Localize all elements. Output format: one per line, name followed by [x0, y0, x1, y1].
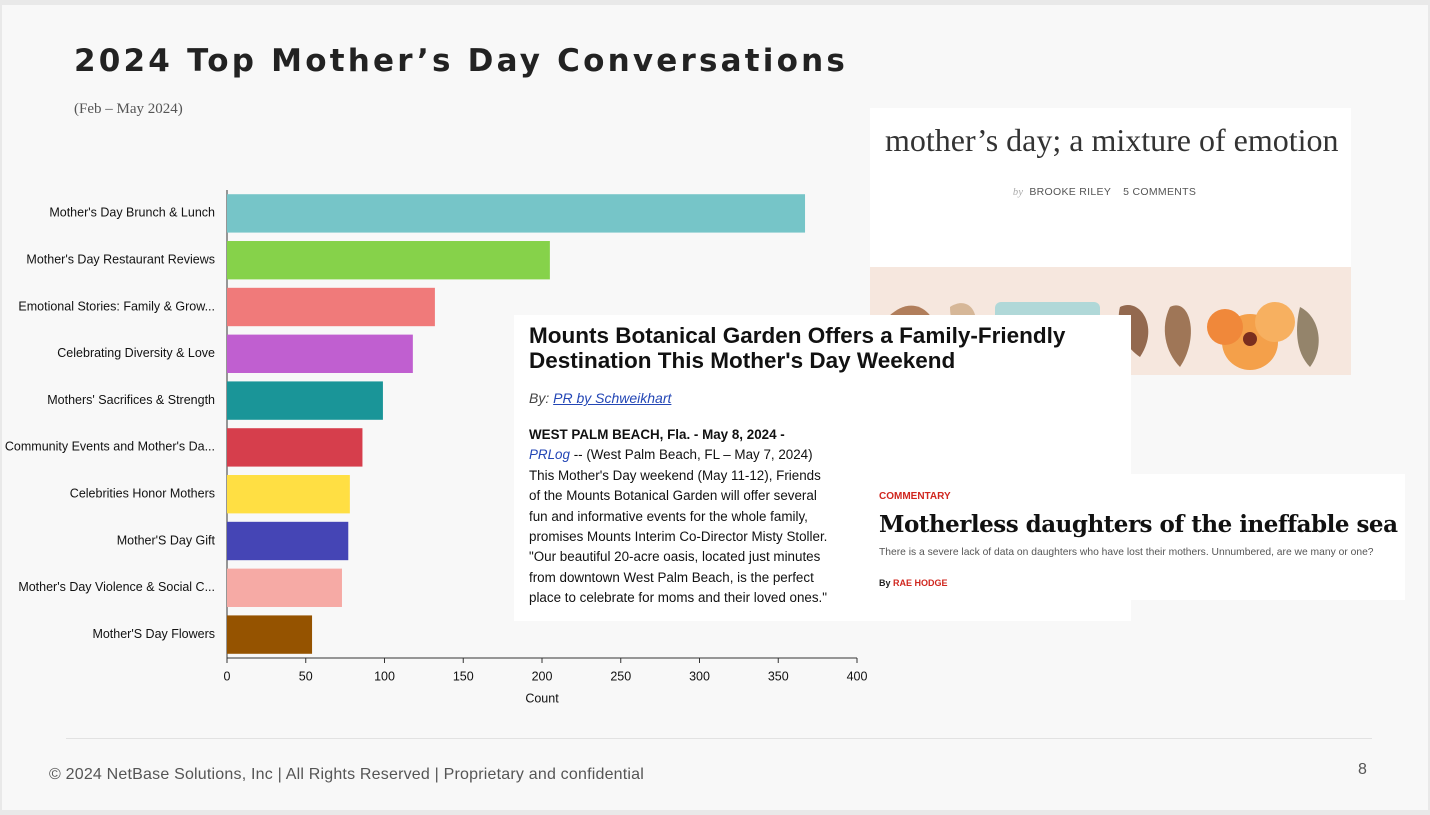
- x-tick-label: 350: [768, 669, 789, 683]
- by: By: [879, 578, 891, 588]
- subtitle: (Feb – May 2024): [74, 101, 183, 117]
- y-tick-label: Community Events and Mother's Da...: [5, 440, 215, 454]
- article-headline: Mounts Botanical Garden Offers a Family-…: [529, 323, 1065, 373]
- body-line: from downtown West Palm Beach, is the pe…: [529, 569, 814, 585]
- x-tick-label: 200: [532, 669, 553, 683]
- author: RAE HODGE: [893, 578, 948, 588]
- y-tick-label: Mother's Day Brunch & Lunch: [49, 206, 215, 220]
- page-number: 8: [1358, 761, 1367, 778]
- x-tick-label: 50: [299, 669, 313, 683]
- x-tick-label: 100: [374, 669, 395, 683]
- y-tick-label: Mother'S Day Flowers: [92, 627, 215, 641]
- article-headline: Motherless daughters of the ineffable se…: [879, 511, 1398, 538]
- x-axis-label: Count: [525, 691, 559, 705]
- bar: [227, 428, 363, 467]
- body-line: "Our beautiful 20-acre oasis, located ju…: [529, 549, 821, 565]
- x-tick-label: 300: [689, 669, 710, 683]
- bar: [227, 475, 350, 514]
- article-card: COMMENTARY Motherless daughters of the i…: [870, 474, 1405, 600]
- y-tick-label: Mothers' Sacrifices & Strength: [47, 393, 215, 407]
- footer-rule: [66, 738, 1372, 739]
- dateline: WEST PALM BEACH, Fla. - May 8, 2024 -: [529, 427, 785, 442]
- y-tick-label: Celebrities Honor Mothers: [70, 486, 215, 500]
- source: PRLog: [529, 447, 570, 463]
- author-link[interactable]: PR by Schweikhart: [553, 390, 672, 406]
- headline-line: Destination This Mother's Day Weekend: [529, 348, 956, 373]
- byline: By RAE HODGE: [879, 578, 948, 588]
- article-header: mother’s day; a mixture of emotion by BRO…: [870, 108, 1351, 267]
- y-tick-label: Emotional Stories: Family & Grow...: [18, 299, 215, 313]
- article-headline: mother’s day; a mixture of emotion: [885, 122, 1339, 158]
- dek: There is a severe lack of data on daught…: [879, 547, 1374, 558]
- bar: [227, 287, 435, 327]
- x-tick-label: 0: [224, 669, 231, 683]
- body-line: of the Mounts Botanical Garden will offe…: [529, 488, 817, 504]
- bar: [227, 194, 806, 233]
- x-tick-label: 150: [453, 669, 474, 683]
- headline-line: Mounts Botanical Garden Offers a Family-…: [529, 323, 1066, 348]
- body-lines: This Mother's Day weekend (May 11-12), F…: [529, 466, 827, 609]
- body-line: promises Mounts Interim Co-Director Mist…: [529, 529, 828, 545]
- comments: 5 COMMENTS: [1123, 186, 1197, 198]
- y-tick-label: Celebrating Diversity & Love: [57, 346, 215, 360]
- source-rest: -- (West Palm Beach, FL – May 7, 2024): [573, 447, 813, 463]
- bar: [227, 381, 383, 420]
- y-tick-label: Mother'S Day Gift: [117, 533, 216, 547]
- article-body: WEST PALM BEACH, Fla. - May 8, 2024 - PR…: [529, 425, 827, 609]
- y-tick-label: Mother's Day Restaurant Reviews: [26, 252, 215, 266]
- body-line: place to celebrate for moms and their lo…: [529, 590, 828, 606]
- by: by: [1012, 187, 1024, 198]
- author: BROOKE RILEY: [1029, 186, 1112, 198]
- kicker: COMMENTARY: [879, 491, 951, 502]
- byline: By: PR by Schweikhart: [529, 390, 671, 406]
- y-tick-label: Mother's Day Violence & Social C...: [18, 580, 215, 594]
- bar: [227, 334, 413, 373]
- article-meta: by BROOKE RILEY 5 COMMENTS: [870, 186, 1351, 198]
- bar: [227, 568, 342, 607]
- bar: [227, 241, 550, 280]
- slide: 2024 Top Mother’s Day Conversations (Feb…: [2, 5, 1428, 810]
- body-line: This Mother's Day weekend (May 11-12), F…: [529, 467, 821, 483]
- body-line: fun and informative events for the whole…: [529, 508, 808, 524]
- chart: 0 50 100 150 200 250 300 350 400 Count Mother's Da…: [5, 190, 868, 705]
- x-tick-label: 400: [847, 669, 868, 683]
- bar: [227, 615, 313, 654]
- slide-title: 2024 Top Mother’s Day Conversations: [74, 43, 849, 79]
- by: By:: [529, 390, 550, 406]
- footer: © 2024 NetBase Solutions, Inc | All Righ…: [49, 766, 645, 783]
- x-tick-label: 250: [610, 669, 631, 683]
- bar: [227, 521, 349, 561]
